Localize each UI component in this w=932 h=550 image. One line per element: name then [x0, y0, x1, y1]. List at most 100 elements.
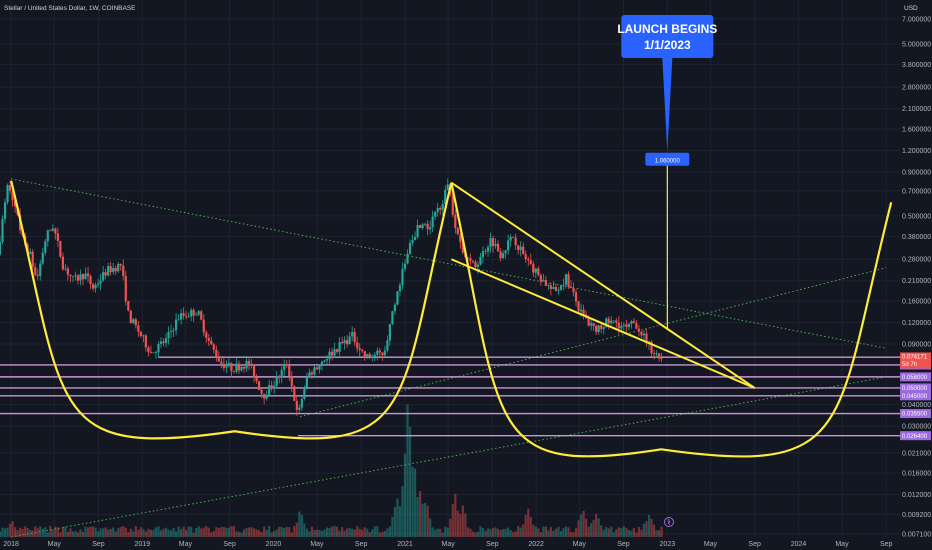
candle-body	[177, 319, 180, 321]
candle-body	[190, 309, 193, 317]
volume-bar	[86, 527, 90, 537]
candle-body	[592, 323, 595, 326]
y-tick-label: 2.100000	[902, 106, 931, 113]
candle-body	[446, 184, 449, 190]
volume-bar	[346, 528, 349, 537]
candle-body	[192, 309, 195, 316]
candle-body	[313, 367, 316, 375]
volume-bar	[21, 528, 24, 537]
candle-body	[134, 319, 137, 326]
volume-bar	[109, 528, 112, 537]
y-tick-label: 0.090000	[902, 342, 931, 349]
candle-body	[164, 338, 168, 343]
candle-body	[263, 393, 266, 399]
candle-body	[275, 376, 278, 386]
current-price-tag[interactable]	[900, 352, 931, 369]
y-tick-label: 0.900000	[902, 170, 931, 177]
volume-bar	[602, 529, 605, 537]
x-tick-label: Sep	[880, 541, 893, 548]
candle-body	[293, 386, 296, 401]
candle-body	[247, 360, 251, 364]
volume-bar	[84, 526, 87, 537]
candle-body	[227, 363, 231, 367]
candle-body	[597, 325, 600, 332]
volume-bar	[242, 529, 246, 537]
x-tick-label: May	[835, 541, 849, 548]
y-tick-label: 0.280000	[902, 257, 931, 264]
volume-bar	[647, 514, 651, 537]
volume-bar	[71, 531, 75, 537]
candle-body	[496, 243, 500, 252]
volume-bar	[159, 530, 163, 537]
candle-body	[386, 340, 389, 351]
volume-bar	[499, 530, 502, 537]
volume-bar	[149, 529, 153, 537]
candle-body	[185, 315, 188, 317]
candle-body	[471, 260, 475, 262]
volume-bar	[413, 468, 417, 537]
candle-body	[154, 352, 158, 354]
candle-body	[348, 336, 351, 345]
x-tick-label: May	[48, 541, 62, 548]
time-axis[interactable]: 2018 May Sep 2019 May Sep 2020 May Sep 2021 May Sep…	[3, 541, 892, 548]
candle-body	[34, 267, 37, 275]
launch-callout[interactable]: LAUNCH BEGINS 1/1/2023 1.060000	[617, 15, 717, 330]
candle-body	[44, 241, 47, 253]
volume-bar	[408, 426, 412, 537]
candle-body	[99, 280, 102, 284]
volume-bar	[139, 527, 142, 537]
volume-bar	[486, 528, 490, 537]
candle-body	[408, 242, 412, 254]
candle-body	[124, 275, 127, 302]
candle-body	[341, 342, 344, 344]
candle-body	[625, 324, 628, 327]
volume-bar	[323, 529, 326, 537]
candle-body	[89, 276, 92, 285]
candle-body	[499, 251, 502, 259]
volume-bar	[436, 528, 439, 537]
x-tick-label: Sep	[617, 541, 630, 548]
volume-bar	[469, 528, 472, 537]
candle-body	[456, 228, 459, 235]
volume-bar	[514, 531, 517, 537]
candle-body	[84, 273, 87, 280]
callout-box[interactable]	[621, 15, 714, 58]
y-tick-label: 0.030000	[902, 424, 931, 431]
candle-body	[132, 319, 135, 324]
y-tick-label: 0.016000	[902, 471, 931, 478]
candle-body	[479, 256, 482, 265]
candle-body	[559, 285, 563, 290]
candle-body	[255, 377, 258, 382]
candle-body	[630, 321, 633, 324]
volume-bar	[655, 530, 658, 537]
candle-body	[363, 351, 366, 358]
volume-bar	[645, 521, 648, 537]
volume-bar	[230, 526, 233, 537]
volume-bar	[56, 527, 59, 537]
candle-body	[622, 324, 625, 326]
candle-body	[182, 313, 185, 316]
candle-body	[207, 337, 210, 341]
volume-bar	[620, 528, 623, 537]
candle-body	[627, 323, 630, 327]
volume-bar	[652, 524, 656, 537]
candle-body	[441, 203, 444, 210]
volume-bar	[590, 523, 593, 537]
candle-body	[86, 273, 90, 277]
volume-bar	[577, 520, 580, 537]
candle-body	[0, 242, 2, 255]
callout-line2: 1/1/2023	[644, 38, 691, 52]
candle-body	[486, 247, 490, 252]
volume-bar	[569, 531, 573, 537]
candle-body	[552, 286, 555, 289]
x-tick-label: 2019	[135, 541, 151, 548]
candle-body	[273, 385, 276, 389]
candle-body	[325, 359, 329, 361]
volume-bar	[222, 527, 225, 537]
candle-body	[49, 230, 52, 232]
replay-icon[interactable]	[664, 517, 674, 527]
price-axis[interactable]: 7.000000 5.000000 3.800000 2.800000 2.100000…	[900, 16, 931, 538]
candle-body	[489, 238, 492, 248]
volume-bar	[285, 526, 288, 537]
